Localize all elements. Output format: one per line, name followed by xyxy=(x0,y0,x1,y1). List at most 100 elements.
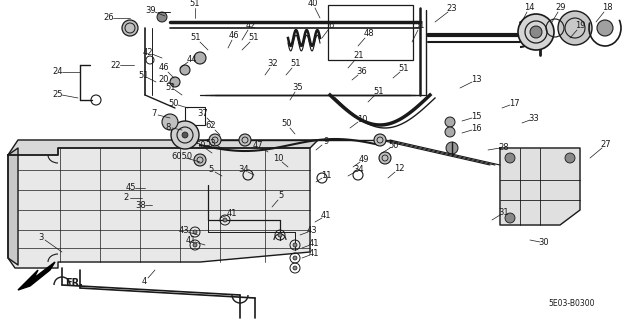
Text: 10: 10 xyxy=(356,115,367,123)
Text: 21: 21 xyxy=(353,51,364,61)
Circle shape xyxy=(505,213,515,223)
Text: 19: 19 xyxy=(575,21,586,31)
Circle shape xyxy=(597,20,613,36)
Text: 5E03-B0300: 5E03-B0300 xyxy=(548,299,595,308)
Text: 41: 41 xyxy=(308,239,319,248)
Text: 51: 51 xyxy=(399,64,409,73)
Circle shape xyxy=(194,52,206,64)
Text: 46: 46 xyxy=(159,63,170,72)
Text: 31: 31 xyxy=(499,208,509,217)
Polygon shape xyxy=(8,148,310,268)
Text: 20: 20 xyxy=(159,76,169,85)
Circle shape xyxy=(170,77,180,87)
Text: 3: 3 xyxy=(38,233,44,242)
Text: 15: 15 xyxy=(471,112,481,121)
Text: 11: 11 xyxy=(321,171,332,180)
Circle shape xyxy=(209,134,221,146)
Circle shape xyxy=(193,243,197,247)
Text: 10: 10 xyxy=(273,154,284,163)
Text: 4: 4 xyxy=(142,278,147,286)
Text: 30: 30 xyxy=(539,238,549,247)
Circle shape xyxy=(558,11,592,45)
Text: 26: 26 xyxy=(104,13,115,23)
Text: 17: 17 xyxy=(509,99,519,108)
Text: 49: 49 xyxy=(359,155,369,164)
Circle shape xyxy=(293,243,297,247)
Text: FR.: FR. xyxy=(65,278,83,288)
Circle shape xyxy=(445,117,455,127)
Text: 46: 46 xyxy=(228,32,239,41)
Text: 13: 13 xyxy=(470,76,481,85)
Text: 50: 50 xyxy=(169,99,179,108)
Text: 9: 9 xyxy=(323,137,328,146)
Text: 37: 37 xyxy=(198,109,209,118)
Text: 42: 42 xyxy=(245,21,255,31)
Text: 48: 48 xyxy=(363,29,374,39)
Text: 24: 24 xyxy=(52,68,63,77)
Text: 44: 44 xyxy=(187,55,197,63)
Circle shape xyxy=(505,153,515,163)
Circle shape xyxy=(374,134,386,146)
Bar xyxy=(185,107,205,125)
Circle shape xyxy=(193,230,197,234)
Text: 39: 39 xyxy=(146,6,156,15)
Circle shape xyxy=(223,218,227,222)
Text: 33: 33 xyxy=(529,114,540,123)
Text: 12: 12 xyxy=(394,164,404,173)
Text: 5: 5 xyxy=(209,165,214,174)
Text: 7: 7 xyxy=(151,109,157,118)
Text: 5: 5 xyxy=(279,191,284,201)
Text: 51: 51 xyxy=(374,86,384,95)
Text: 47: 47 xyxy=(253,141,263,150)
Text: 29: 29 xyxy=(555,4,566,12)
Text: 62: 62 xyxy=(205,122,216,130)
Text: 41: 41 xyxy=(321,211,332,220)
Circle shape xyxy=(171,121,199,149)
Text: 27: 27 xyxy=(601,140,611,149)
Text: 50: 50 xyxy=(388,141,399,150)
Text: 14: 14 xyxy=(524,4,534,12)
Text: 53: 53 xyxy=(205,139,216,148)
Text: 8: 8 xyxy=(165,123,171,132)
Text: 51: 51 xyxy=(189,0,200,9)
Circle shape xyxy=(379,152,391,164)
Polygon shape xyxy=(500,148,580,225)
Circle shape xyxy=(518,14,554,50)
Text: 51: 51 xyxy=(249,33,259,42)
Circle shape xyxy=(180,65,190,75)
Text: 35: 35 xyxy=(292,84,303,93)
Text: 38: 38 xyxy=(136,201,147,210)
Text: 34: 34 xyxy=(354,165,364,174)
Circle shape xyxy=(565,153,575,163)
Text: 41: 41 xyxy=(308,249,319,258)
Circle shape xyxy=(194,154,206,166)
Text: 51: 51 xyxy=(139,71,149,80)
Text: 45: 45 xyxy=(125,183,136,192)
Circle shape xyxy=(157,12,167,22)
Circle shape xyxy=(445,127,455,137)
Text: 41: 41 xyxy=(186,236,196,245)
Bar xyxy=(328,5,413,60)
Circle shape xyxy=(530,26,542,38)
Text: 51: 51 xyxy=(290,60,301,69)
Text: 34: 34 xyxy=(239,166,250,174)
Text: 50: 50 xyxy=(282,120,292,129)
Text: 16: 16 xyxy=(470,124,481,133)
Polygon shape xyxy=(18,262,55,290)
Text: 41: 41 xyxy=(227,209,237,218)
Polygon shape xyxy=(8,140,318,155)
Text: 18: 18 xyxy=(602,4,612,12)
Text: 28: 28 xyxy=(499,143,509,152)
Text: 50: 50 xyxy=(196,141,206,150)
Text: 42: 42 xyxy=(143,48,153,57)
Circle shape xyxy=(446,142,458,154)
Text: 22: 22 xyxy=(111,61,121,70)
Circle shape xyxy=(293,266,297,270)
Text: 6050: 6050 xyxy=(172,152,193,161)
Text: 51: 51 xyxy=(166,83,176,92)
Text: 43: 43 xyxy=(307,226,317,235)
Text: 32: 32 xyxy=(268,60,278,69)
Text: 23: 23 xyxy=(447,4,458,13)
Circle shape xyxy=(162,114,178,130)
Text: 2: 2 xyxy=(124,194,129,203)
